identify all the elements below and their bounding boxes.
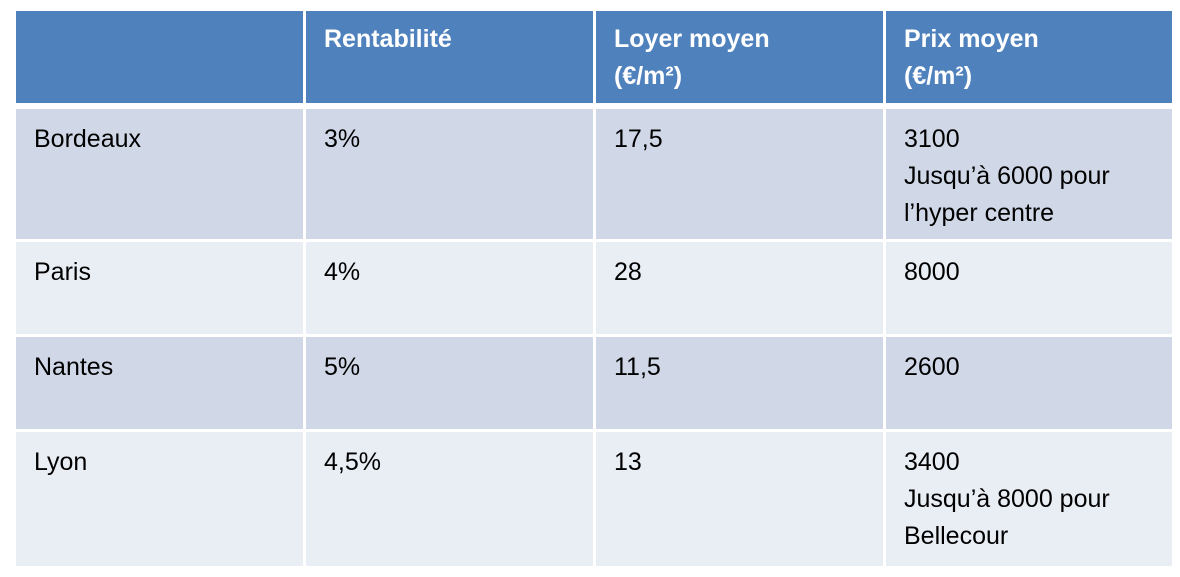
header-row: Rentabilité Loyer moyen (€/m²) Prix moye…	[13, 8, 1175, 109]
header-loyer-label: Loyer moyen	[614, 25, 770, 53]
city-cell: Bordeaux	[13, 104, 306, 242]
header-prix-unit: (€/m²)	[904, 62, 973, 90]
table-row: Lyon 4,5% 13 3400 Jusqu’à 8000 pour Bell…	[13, 429, 1175, 569]
header-prix-moyen: Prix moyen (€/m²)	[883, 8, 1175, 109]
header-rentabilite: Rentabilité	[303, 8, 596, 109]
table-body: Bordeaux 3% 17,5 3100 Jusqu’à 6000 pour …	[13, 104, 1175, 569]
loyer-cell: 28	[593, 239, 886, 337]
prix-note: Jusqu’à 6000 pour	[904, 161, 1110, 190]
loyer-cell: 17,5	[593, 104, 886, 242]
prix-note: Bellecour	[904, 522, 1009, 550]
prix-value: 8000	[904, 258, 960, 286]
prix-cell: 8000	[883, 239, 1175, 337]
prix-cell: 3100 Jusqu’à 6000 pour l’hyper centre	[883, 104, 1175, 242]
city-cell: Lyon	[13, 429, 306, 569]
rentabilite-cell: 4,5%	[303, 429, 596, 569]
table-row: Nantes 5% 11,5 2600	[13, 334, 1175, 432]
prix-value: 3100	[904, 124, 960, 153]
city-comparison-table-container: Rentabilité Loyer moyen (€/m²) Prix moye…	[13, 8, 1175, 569]
header-loyer-moyen: Loyer moyen (€/m²)	[593, 8, 886, 109]
rentabilite-cell: 3%	[303, 104, 596, 242]
loyer-cell: 13	[593, 429, 886, 569]
prix-note: l’hyper centre	[904, 198, 1055, 227]
header-rentabilite-label: Rentabilité	[324, 25, 452, 53]
city-cell: Paris	[13, 239, 306, 337]
header-city	[13, 8, 306, 109]
city-cell: Nantes	[13, 334, 306, 432]
table-row: Paris 4% 28 8000	[13, 239, 1175, 337]
rentabilite-cell: 5%	[303, 334, 596, 432]
prix-cell: 3400 Jusqu’à 8000 pour Bellecour	[883, 429, 1175, 569]
prix-cell: 2600	[883, 334, 1175, 432]
prix-value: 3400	[904, 448, 960, 476]
header-loyer-unit: (€/m²)	[614, 62, 683, 90]
table-header: Rentabilité Loyer moyen (€/m²) Prix moye…	[13, 8, 1175, 109]
header-prix-label: Prix moyen	[904, 25, 1039, 53]
loyer-cell: 11,5	[593, 334, 886, 432]
table-row: Bordeaux 3% 17,5 3100 Jusqu’à 6000 pour …	[13, 104, 1175, 242]
prix-value: 2600	[904, 353, 960, 381]
city-comparison-table: Rentabilité Loyer moyen (€/m²) Prix moye…	[13, 8, 1175, 569]
rentabilite-cell: 4%	[303, 239, 596, 337]
prix-note: Jusqu’à 8000 pour	[904, 485, 1110, 513]
